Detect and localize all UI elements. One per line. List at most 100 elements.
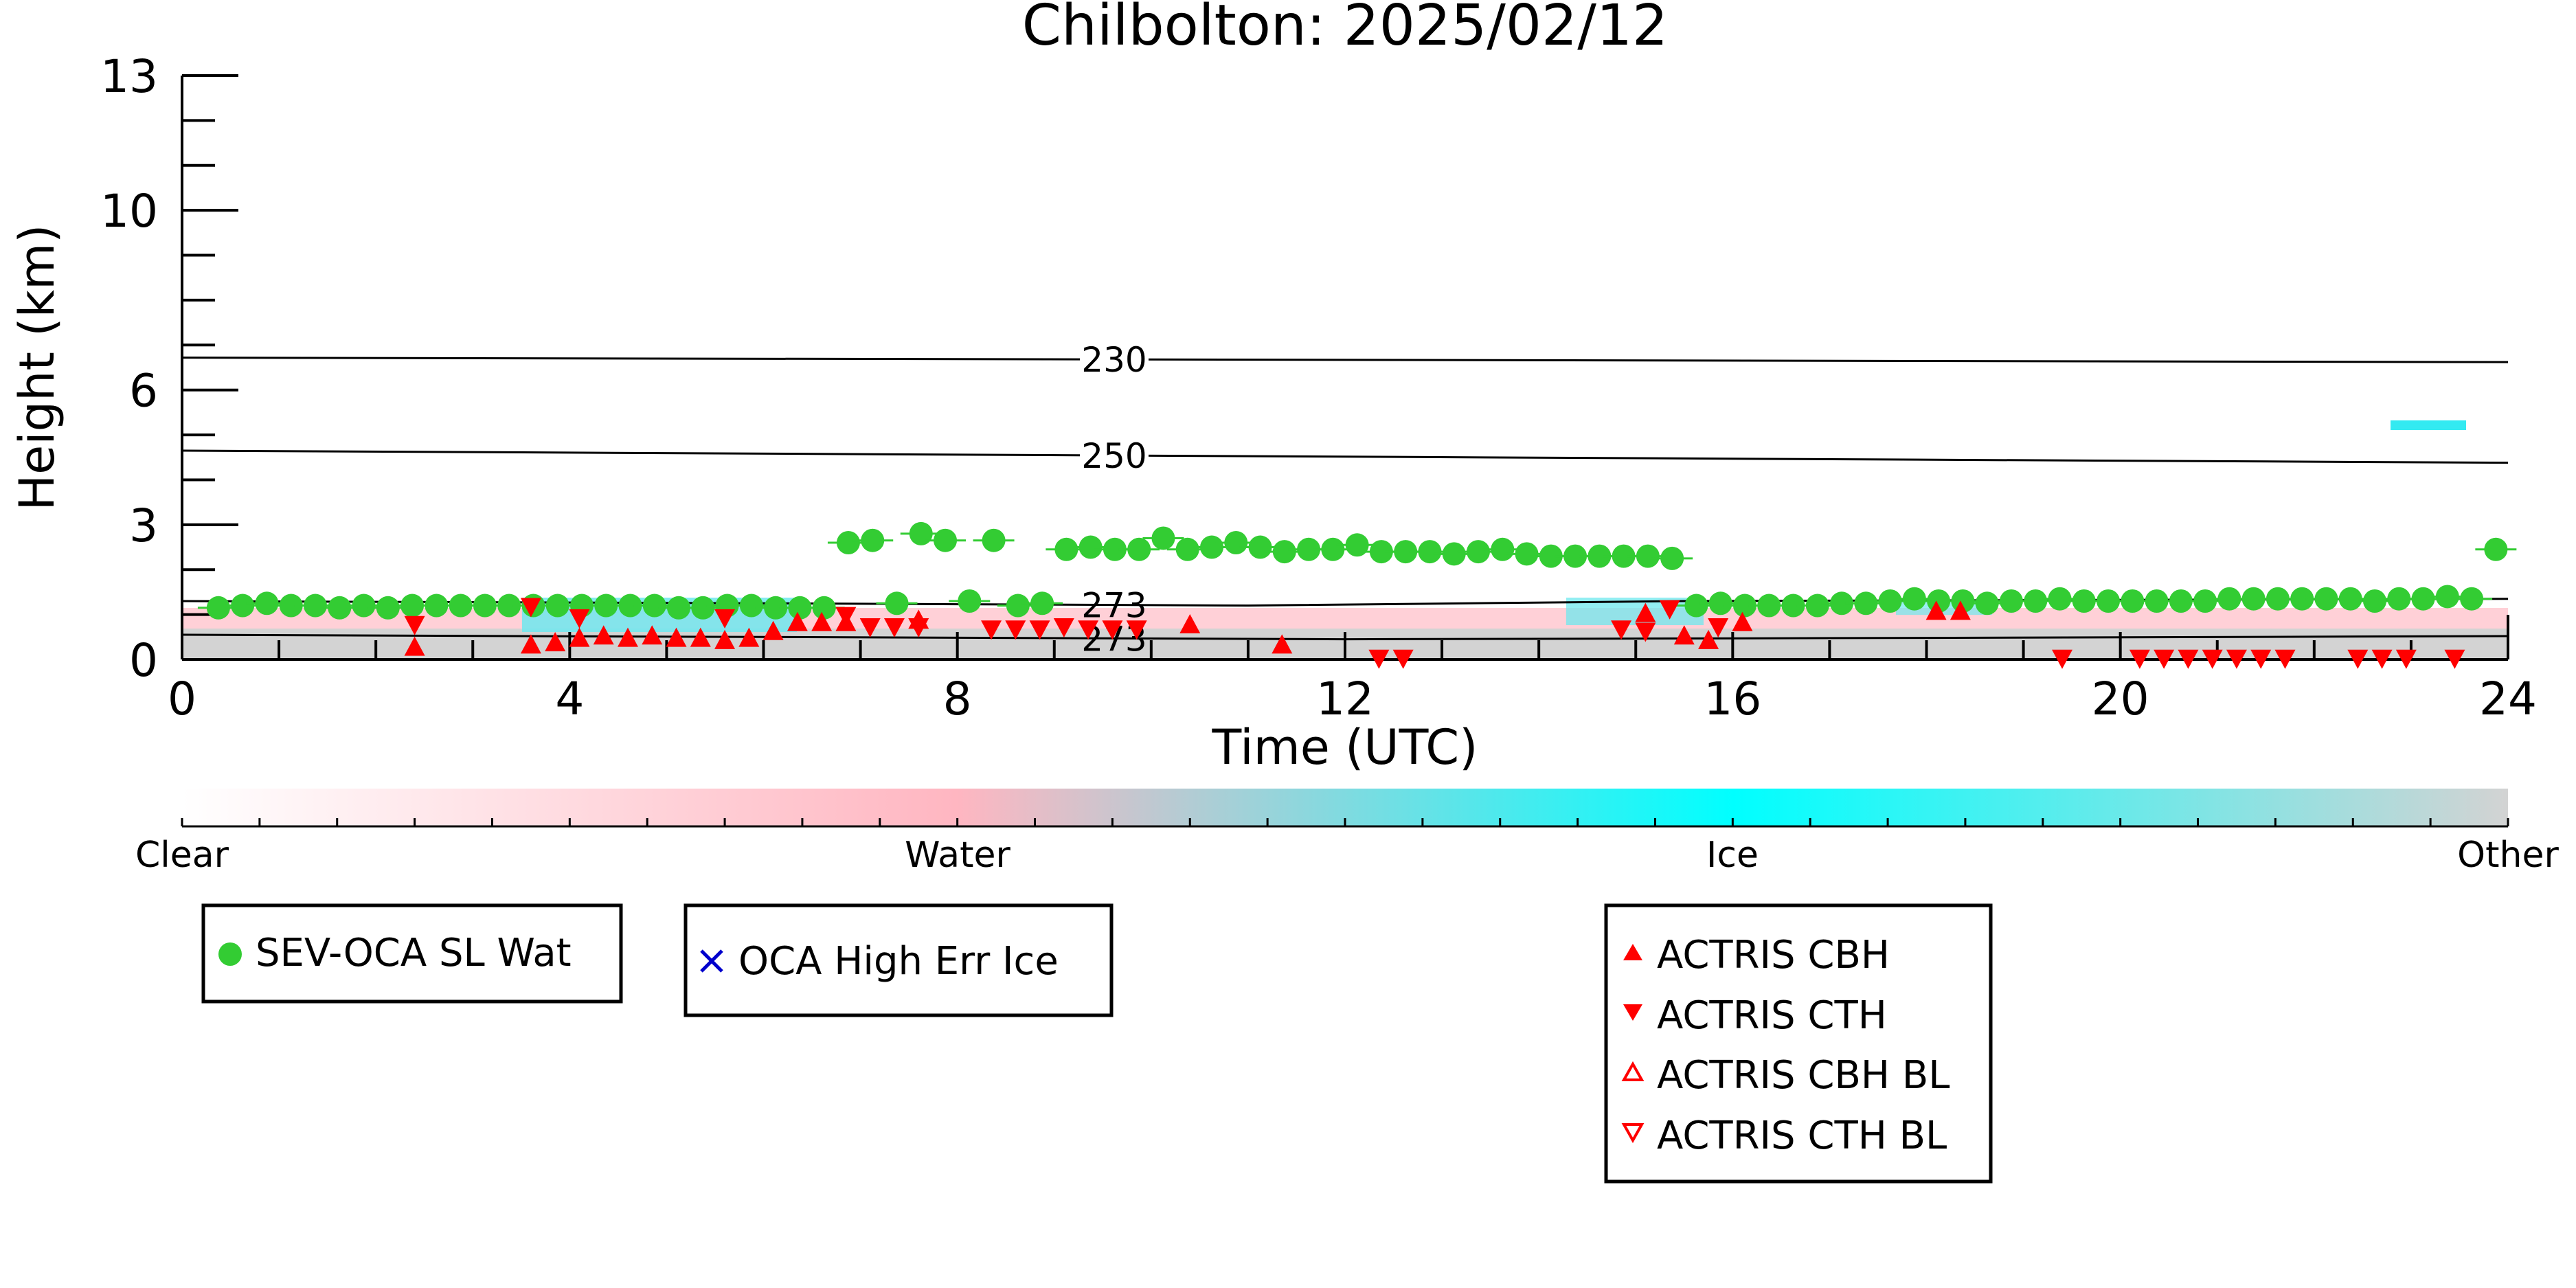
data-point: [1442, 542, 1466, 566]
data-point: [1698, 629, 1719, 649]
data-point: [617, 627, 638, 647]
data-point: [2178, 649, 2199, 669]
data-point: [2314, 587, 2338, 611]
data-point: [1515, 542, 1539, 566]
data-point: [1054, 537, 1078, 561]
data-point: [908, 618, 929, 637]
data-point: [861, 528, 885, 552]
data-point: [1175, 537, 1199, 561]
data-point: [1805, 594, 1829, 618]
colorbar-ticks: [181, 818, 2509, 826]
data-point: [1781, 594, 1805, 618]
data-point: [1830, 591, 1854, 615]
data-point: [2484, 537, 2508, 561]
data-point: [1757, 594, 1781, 618]
data-point: [690, 627, 711, 647]
data-point: [2347, 649, 2369, 669]
y-axis-label: Height (km): [9, 225, 65, 511]
contour-label: 250: [1081, 436, 1146, 476]
contour-line: [182, 633, 2508, 641]
colorbar-label-water: Water: [905, 835, 1010, 876]
data-point: [1418, 540, 1442, 564]
legend-label-oca-high-err: OCA High Err Ice: [738, 939, 1059, 984]
data-point: [1999, 589, 2023, 613]
y-tick-label: 0: [129, 634, 158, 687]
contour-label-bg: [1080, 344, 1149, 375]
data-point: [1224, 531, 1248, 554]
y-tick-label: 13: [100, 50, 158, 103]
data-point: [404, 615, 425, 635]
data-point: [2241, 587, 2266, 611]
data-point: [1272, 634, 1293, 654]
legend-box-1: SEV-OCA SL Wat: [201, 903, 623, 1004]
x-axis-label: Time (UTC): [1212, 719, 1478, 776]
data-point: [449, 594, 473, 618]
data-point: [2274, 649, 2296, 669]
data-point: [520, 598, 541, 618]
data-point: [714, 609, 736, 629]
data-point: [1369, 540, 1393, 564]
data-point: [2338, 587, 2362, 611]
data-point: [1005, 620, 1026, 640]
chart-title: Chilbolton: 2025/02/12: [1022, 0, 1668, 58]
data-point: [1248, 535, 1272, 559]
data-point: [569, 609, 590, 629]
data-point: [1394, 540, 1418, 564]
data-point: [1102, 620, 1123, 640]
data-point: [1732, 594, 1756, 618]
data-point: [2387, 587, 2411, 611]
legend-frame-1: [201, 903, 623, 1004]
data-point: [2371, 649, 2393, 669]
data-point: [787, 611, 808, 631]
data-point: [1854, 591, 1878, 615]
data-point: [1078, 535, 1103, 559]
data-point: [2460, 587, 2484, 611]
triangle-down-icon: [1623, 1004, 1642, 1021]
data-point: [2250, 649, 2272, 669]
data-point: [425, 594, 449, 618]
contour-label: 230: [1081, 340, 1146, 380]
data-point: [1006, 594, 1030, 618]
data-point: [788, 596, 812, 620]
data-point: [859, 618, 881, 637]
colorbar: Clear Water Ice Other: [135, 789, 2559, 876]
data-point: [231, 594, 255, 618]
data-point: [1392, 649, 1414, 669]
data-point: [1878, 589, 1902, 613]
data-point: [982, 528, 1006, 552]
data-point: [885, 591, 909, 615]
data-point: [2411, 587, 2435, 611]
data-point: [1950, 600, 1971, 620]
y-tick-label: 3: [129, 499, 158, 552]
data-point: [1297, 537, 1321, 561]
legend-label-actris-cbh-bl: ACTRIS CBH BL: [1657, 1053, 1950, 1098]
y-tick-label: 10: [100, 185, 158, 238]
colorbar-label-ice: Ice: [1706, 835, 1759, 876]
data-point: [545, 632, 566, 652]
data-point: [255, 591, 279, 615]
x-tick-label: 0: [168, 673, 196, 725]
data-point: [2052, 649, 2073, 669]
data-point: [1612, 544, 1636, 568]
data-point: [1127, 537, 1151, 561]
ice-wisp: [2391, 420, 2466, 430]
data-point: [473, 594, 497, 618]
data-point: [2193, 589, 2217, 613]
data-point: [958, 589, 982, 613]
data-point: [2072, 589, 2096, 613]
data-point: [1659, 600, 1680, 620]
data-point: [2121, 589, 2145, 613]
x-tick-label: 24: [2479, 673, 2537, 725]
data-point: [1053, 618, 1074, 637]
legend-label-actris-cth: ACTRIS CTH: [1657, 993, 1887, 1038]
x-tick-label: 4: [555, 673, 584, 725]
axes: [181, 76, 2509, 661]
data-point: [404, 636, 425, 656]
data-point: [1611, 620, 1632, 640]
legend-frame-3: [1604, 903, 1993, 1184]
data-point: [1030, 591, 1054, 615]
data-point: [1491, 537, 1515, 561]
data-point: [2097, 589, 2121, 613]
data-point: [569, 627, 590, 647]
